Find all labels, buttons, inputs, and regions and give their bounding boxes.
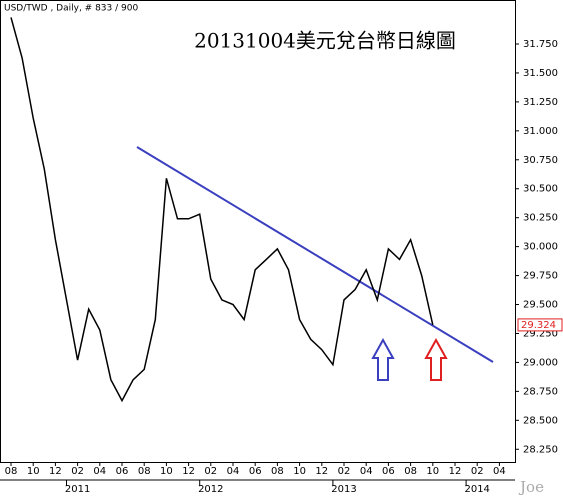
header: USD/TWD , Daily, # 833 / 900 — [4, 4, 138, 14]
year-label: 2012 — [198, 484, 223, 495]
x-tick-label: 04 — [227, 466, 240, 477]
y-tick-label: 31.250 — [523, 97, 558, 108]
x-tick-label: 12 — [449, 466, 462, 477]
x-tick-label: 12 — [49, 466, 62, 477]
y-tick-label: 31.500 — [523, 68, 558, 79]
y-tick-label: 30.500 — [523, 184, 558, 195]
blue-arrow — [371, 337, 395, 381]
x-tick-label: 10 — [160, 466, 173, 477]
y-tick-label: 30.250 — [523, 213, 558, 224]
x-tick-label: 04 — [93, 466, 106, 477]
trend-line — [136, 146, 494, 363]
x-tick-label: 02 — [71, 466, 84, 477]
x-tick-label: 10 — [27, 466, 40, 477]
x-tick-label: 12 — [315, 466, 328, 477]
y-tick-label: 29.750 — [523, 271, 558, 282]
x-tick-label: 04 — [493, 466, 506, 477]
y-tick-label: 28.250 — [523, 444, 558, 455]
y-tick-label: 29.500 — [523, 300, 558, 311]
year-label: 2011 — [65, 484, 90, 495]
price-line — [10, 17, 434, 403]
x-tick-label: 10 — [293, 466, 306, 477]
y-tick-label: 28.750 — [523, 386, 558, 397]
x-tick-label: 02 — [338, 466, 351, 477]
last-price-label: 29.324 — [521, 320, 556, 331]
y-tick-label: 30.750 — [523, 155, 558, 166]
x-tick-label: 10 — [426, 466, 439, 477]
last-price-box — [517, 318, 563, 332]
y-tick-label: 31.750 — [523, 39, 558, 50]
x-tick-label: 08 — [271, 466, 284, 477]
red-arrow — [424, 337, 448, 381]
x-tick-label: 06 — [382, 466, 395, 477]
y-tick-label: 31.000 — [523, 126, 558, 137]
plot-frame — [0, 0, 516, 463]
x-tick-label: 06 — [249, 466, 262, 477]
x-tick-label: 08 — [404, 466, 417, 477]
year-label: 2013 — [331, 484, 356, 495]
watermark: Joe — [518, 478, 544, 496]
y-tick-label: 29.000 — [523, 357, 558, 368]
y-tick-label: 30.000 — [523, 242, 558, 253]
chart-title: 20131004美元兌台幣日線圖 — [194, 29, 456, 53]
x-tick-label: 12 — [182, 466, 195, 477]
x-tick-label: 06 — [116, 466, 129, 477]
x-tick-label: 08 — [138, 466, 151, 477]
year-label: 2014 — [464, 484, 489, 495]
y-tick-label: 28.500 — [523, 415, 558, 426]
x-tick-label: 08 — [5, 466, 18, 477]
x-tick-label: 02 — [204, 466, 217, 477]
x-tick-label: 04 — [360, 466, 373, 477]
y-tick-label: 29.250 — [523, 328, 558, 339]
x-tick-label: 02 — [471, 466, 484, 477]
